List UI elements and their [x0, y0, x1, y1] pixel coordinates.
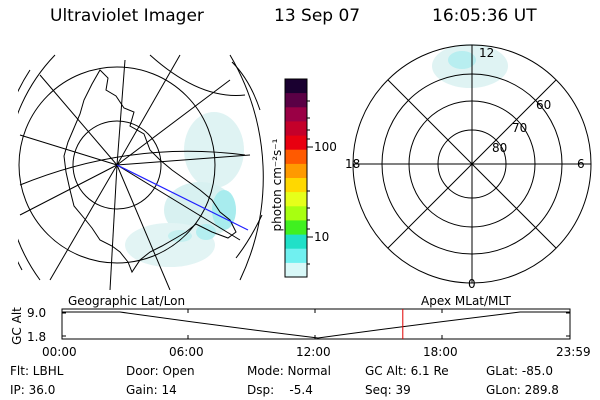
info-door: Door: Open: [126, 364, 195, 378]
colorbar-band: [285, 135, 307, 151]
timeline-xtick-0: 00:00: [42, 345, 77, 359]
colorbar-band: [285, 163, 307, 179]
colorbar-band: [285, 93, 307, 108]
lat-label-60: 60: [536, 98, 552, 112]
timeline-right-title: Apex MLat/MLT: [421, 294, 511, 308]
info-glat: GLat: -85.0: [486, 364, 553, 378]
instrument-title: Ultraviolet Imager: [50, 6, 204, 26]
colorbar-band: [285, 107, 307, 122]
colorbar-tick-100: 100: [314, 140, 337, 154]
colorbar-band: [285, 149, 307, 165]
mlt-label-12: 12: [479, 46, 495, 60]
colorbar-band: [285, 79, 307, 94]
colorbar-tick-10: 10: [314, 230, 330, 244]
colorbar-band: [285, 220, 307, 236]
mlt-label-18: 18: [345, 157, 361, 171]
info-dsp: Dsp: -5.4: [247, 383, 313, 397]
colorbar-band: [285, 178, 307, 193]
info-seq: Seq: 39: [365, 383, 411, 397]
altitude-curve: [62, 311, 570, 339]
colorbar-band: [285, 248, 307, 264]
colorbar-band: [285, 206, 307, 221]
mlt-label-0: 0: [468, 277, 476, 291]
timeline-left-title: Geographic Lat/Lon: [68, 294, 186, 308]
colorbar-band: [285, 192, 307, 207]
colorbar-band: [285, 262, 307, 278]
timeline-xtick-2: 12:00: [296, 345, 331, 359]
colorbar-band: [285, 234, 307, 250]
mlt-label-6: 6: [577, 157, 585, 171]
date-label: 13 Sep 07: [274, 6, 361, 26]
coastline: [63, 69, 237, 274]
colorbar-band: [285, 121, 307, 137]
info-glon: GLon: 289.8: [486, 383, 559, 397]
timeline-xtick-4: 23:59: [556, 345, 591, 359]
lat-label-80: 80: [492, 141, 508, 155]
timeline-ytick-1-8: 1.8: [27, 330, 47, 344]
time-label: 16:05:36 UT: [432, 6, 537, 26]
timeline-xtick-1: 06:00: [169, 345, 204, 359]
info-ip: IP: 36.0: [10, 383, 56, 397]
info-gc-alt: GC Alt: 6.1 Re: [365, 364, 449, 378]
timeline-xtick-3: 18:00: [423, 345, 458, 359]
info-filter: Flt: LBHL: [10, 364, 64, 378]
lat-label-70: 70: [512, 121, 528, 135]
info-gain: Gain: 14: [126, 383, 177, 397]
look-direction-line: [116, 164, 249, 231]
timeline-ytick-9: 9.0: [27, 306, 47, 320]
info-mode: Mode: Normal: [247, 364, 331, 378]
